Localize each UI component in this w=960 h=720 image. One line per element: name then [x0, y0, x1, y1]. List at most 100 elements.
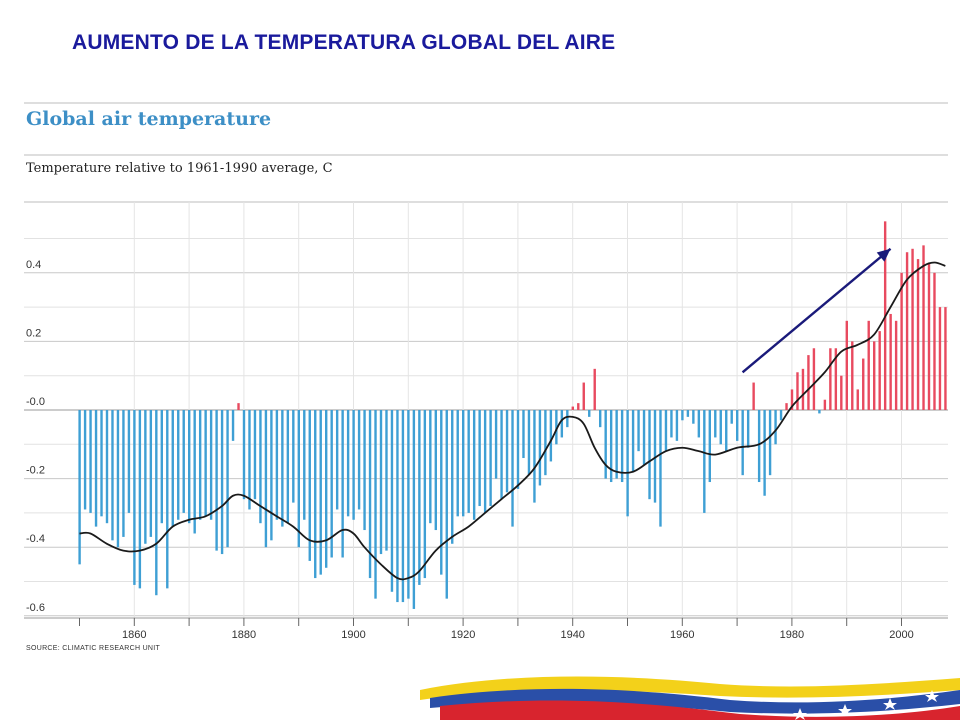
bar-1879 [237, 403, 240, 410]
chart-title: Global air temperature [26, 108, 272, 130]
bar-1942 [582, 382, 585, 410]
bar-1854 [100, 410, 103, 517]
bar-1964 [703, 410, 706, 513]
bar-1892 [308, 410, 311, 561]
bar-1850 [78, 410, 81, 565]
bar-1898 [341, 410, 344, 558]
bar-1951 [631, 410, 635, 472]
bar-1920 [462, 410, 465, 517]
bar-1983 [807, 355, 810, 410]
star-icon [838, 704, 852, 716]
bar-1857 [116, 410, 120, 548]
bar-1989 [840, 375, 843, 410]
bar-1974 [757, 410, 761, 483]
bar-1945 [599, 410, 602, 428]
bar-1909 [401, 410, 405, 603]
bar-1860 [133, 410, 136, 585]
bar-1959 [675, 410, 679, 441]
bar-1992 [856, 389, 859, 410]
bar-1946 [604, 410, 607, 479]
bar-1967 [719, 410, 722, 445]
bar-2002 [911, 248, 914, 410]
bar-1994 [867, 320, 870, 410]
bar-1954 [648, 410, 651, 500]
bar-1863 [149, 410, 153, 537]
bar-2008 [944, 307, 947, 410]
bar-1922 [472, 410, 476, 520]
bar-1871 [193, 410, 196, 534]
x-tick-label: 1900 [341, 629, 365, 641]
bar-1949 [620, 410, 624, 483]
bar-2006 [933, 272, 936, 410]
bar-1925 [489, 410, 492, 507]
bar-1919 [456, 410, 459, 517]
bar-1981 [796, 372, 799, 410]
bar-1961 [686, 410, 690, 417]
bar-1984 [812, 348, 816, 410]
bar-1874 [209, 410, 213, 520]
bar-1980 [790, 389, 794, 410]
bar-1917 [445, 410, 448, 599]
x-tick-label: 1980 [780, 629, 804, 641]
bar-1990 [845, 320, 848, 410]
bar-1968 [725, 410, 728, 452]
bar-1905 [379, 410, 383, 555]
bar-1943 [588, 410, 591, 417]
bar-1962 [692, 410, 695, 424]
ribbon-blue [430, 688, 960, 714]
bar-1859 [127, 410, 131, 513]
bar-1907 [390, 410, 394, 592]
bar-1972 [746, 410, 750, 448]
bar-1979 [785, 403, 788, 410]
bar-1969 [730, 410, 733, 424]
bar-1893 [314, 410, 317, 579]
bar-1926 [494, 410, 498, 479]
bar-1870 [188, 410, 191, 524]
bar-1864 [155, 410, 158, 596]
bar-1934 [538, 410, 542, 486]
bar-1903 [368, 410, 372, 579]
bar-1995 [873, 341, 876, 410]
bar-1975 [763, 410, 766, 496]
bar-1930 [516, 410, 520, 489]
bar-1929 [511, 410, 514, 527]
bar-1908 [396, 410, 399, 603]
x-tick-label: 1940 [560, 629, 584, 641]
bar-1940 [571, 406, 574, 410]
bar-1875 [215, 410, 218, 551]
bar-1869 [182, 410, 185, 513]
bar-1916 [440, 410, 443, 575]
bar-1933 [533, 410, 536, 503]
bar-1853 [94, 410, 98, 527]
trend-arrow [741, 247, 892, 374]
bar-1904 [374, 410, 377, 599]
bar-2007 [938, 307, 942, 410]
bar-1978 [779, 410, 783, 421]
bar-1867 [171, 410, 174, 527]
bar-1889 [292, 410, 295, 503]
bar-1935 [544, 410, 547, 476]
bar-1993 [862, 358, 865, 410]
bar-1966 [714, 410, 717, 438]
bar-1891 [303, 410, 306, 520]
bar-1950 [626, 410, 629, 517]
chart-source: SOURCE: CLIMATIC RESEARCH UNIT [26, 645, 161, 652]
bar-1982 [801, 368, 805, 410]
bar-1931 [522, 410, 525, 459]
bar-1928 [505, 410, 509, 493]
bar-1895 [325, 410, 328, 568]
bar-1948 [615, 410, 618, 479]
bar-2005 [927, 262, 931, 410]
bar-1915 [434, 410, 437, 531]
bar-1987 [829, 348, 832, 410]
bar-1932 [527, 410, 531, 476]
bar-1913 [423, 410, 427, 579]
bar-1937 [555, 410, 558, 445]
bar-1957 [664, 410, 668, 452]
bar-1958 [670, 410, 673, 438]
bar-1939 [566, 410, 569, 428]
bar-1873 [204, 410, 207, 517]
bar-1956 [659, 410, 662, 527]
